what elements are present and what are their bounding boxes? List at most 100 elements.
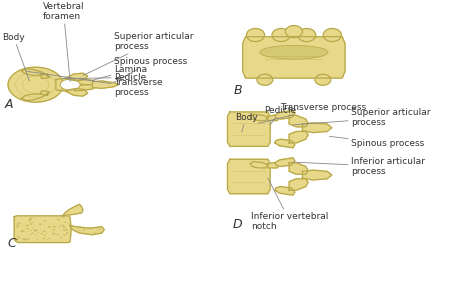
Polygon shape <box>21 93 47 100</box>
Polygon shape <box>66 73 88 81</box>
Ellipse shape <box>47 239 48 240</box>
Ellipse shape <box>18 237 20 238</box>
Ellipse shape <box>43 238 46 239</box>
Ellipse shape <box>65 230 68 231</box>
Ellipse shape <box>43 220 46 222</box>
Polygon shape <box>275 158 295 166</box>
Ellipse shape <box>257 74 273 85</box>
Ellipse shape <box>63 230 64 231</box>
Ellipse shape <box>25 239 27 241</box>
Ellipse shape <box>26 238 28 239</box>
Ellipse shape <box>31 223 32 224</box>
Text: A: A <box>5 98 13 110</box>
Ellipse shape <box>44 230 45 231</box>
Ellipse shape <box>30 224 32 225</box>
Ellipse shape <box>91 229 92 230</box>
Ellipse shape <box>81 227 82 228</box>
Ellipse shape <box>82 230 84 231</box>
Polygon shape <box>14 216 71 243</box>
Ellipse shape <box>16 226 19 227</box>
Ellipse shape <box>44 235 46 236</box>
Polygon shape <box>250 114 268 121</box>
Ellipse shape <box>53 226 56 227</box>
Polygon shape <box>92 81 118 88</box>
Ellipse shape <box>27 228 29 229</box>
Ellipse shape <box>260 45 328 59</box>
Ellipse shape <box>48 238 50 239</box>
Ellipse shape <box>55 234 57 235</box>
Ellipse shape <box>17 223 19 225</box>
Polygon shape <box>228 112 270 146</box>
Text: Vertebral
foramen: Vertebral foramen <box>43 2 84 82</box>
Ellipse shape <box>21 230 25 232</box>
Ellipse shape <box>58 226 60 227</box>
Ellipse shape <box>22 238 25 240</box>
Text: Inferior vertebral
notch: Inferior vertebral notch <box>251 178 328 231</box>
Ellipse shape <box>36 239 38 240</box>
Polygon shape <box>73 79 97 85</box>
Polygon shape <box>289 179 308 190</box>
Text: Lamina: Lamina <box>92 65 147 80</box>
Polygon shape <box>66 88 88 96</box>
Polygon shape <box>275 139 295 148</box>
Text: Transverse
process: Transverse process <box>26 71 163 97</box>
Ellipse shape <box>93 232 96 234</box>
Ellipse shape <box>37 232 39 233</box>
Ellipse shape <box>285 26 302 38</box>
Ellipse shape <box>35 230 38 231</box>
Ellipse shape <box>315 74 331 85</box>
Ellipse shape <box>35 235 37 236</box>
Polygon shape <box>40 91 50 95</box>
Ellipse shape <box>95 227 97 228</box>
Text: Pedicle: Pedicle <box>264 106 297 125</box>
Polygon shape <box>289 131 308 143</box>
Text: Pedicle: Pedicle <box>63 73 146 82</box>
Ellipse shape <box>63 234 66 236</box>
Ellipse shape <box>32 222 33 223</box>
Ellipse shape <box>60 79 80 90</box>
Ellipse shape <box>48 226 51 228</box>
Ellipse shape <box>29 219 32 220</box>
Ellipse shape <box>43 231 46 232</box>
Ellipse shape <box>34 230 37 231</box>
Ellipse shape <box>24 239 26 240</box>
Ellipse shape <box>20 231 23 232</box>
Ellipse shape <box>99 232 101 233</box>
Polygon shape <box>289 163 308 174</box>
Polygon shape <box>275 187 295 195</box>
Ellipse shape <box>29 218 32 219</box>
Ellipse shape <box>40 233 43 234</box>
Polygon shape <box>275 110 295 119</box>
Polygon shape <box>250 162 268 168</box>
Text: Body: Body <box>2 33 29 81</box>
Ellipse shape <box>66 232 68 233</box>
Ellipse shape <box>63 227 66 228</box>
Text: Superior articular
process: Superior articular process <box>293 108 430 127</box>
Polygon shape <box>302 170 332 180</box>
Ellipse shape <box>18 236 19 237</box>
Ellipse shape <box>60 237 62 238</box>
Polygon shape <box>243 37 345 78</box>
Ellipse shape <box>62 225 64 226</box>
Ellipse shape <box>30 234 32 235</box>
Ellipse shape <box>272 28 290 42</box>
Ellipse shape <box>28 220 31 221</box>
Text: Superior articular
process: Superior articular process <box>83 32 193 75</box>
Ellipse shape <box>57 219 60 220</box>
Ellipse shape <box>64 222 66 223</box>
Polygon shape <box>40 74 50 79</box>
Polygon shape <box>56 77 70 92</box>
Ellipse shape <box>97 228 98 229</box>
Text: D: D <box>232 218 242 231</box>
Polygon shape <box>228 159 270 194</box>
Ellipse shape <box>34 218 36 219</box>
Ellipse shape <box>88 228 90 229</box>
Ellipse shape <box>78 230 80 231</box>
Ellipse shape <box>298 28 316 42</box>
Polygon shape <box>62 204 83 216</box>
Ellipse shape <box>46 233 47 234</box>
Ellipse shape <box>79 228 81 229</box>
Ellipse shape <box>60 225 62 226</box>
Text: C: C <box>7 237 16 250</box>
Ellipse shape <box>83 229 85 230</box>
